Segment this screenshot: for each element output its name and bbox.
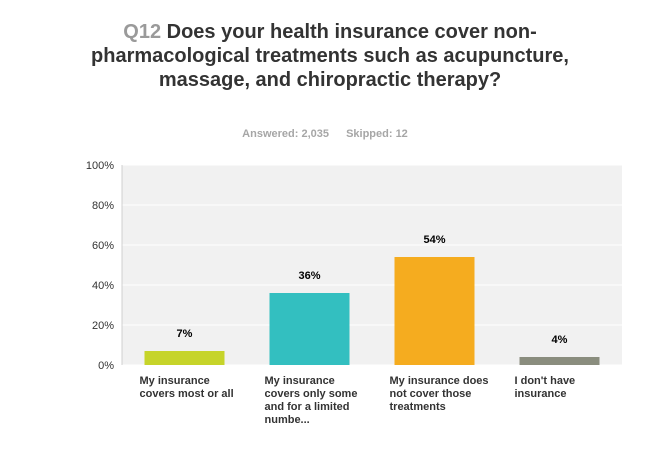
plot-area: [122, 165, 622, 365]
bar: [269, 293, 350, 365]
y-tick-label: 0%: [98, 360, 114, 372]
response-summary: Answered: 2,035 Skipped: 12: [0, 128, 650, 140]
bar: [519, 357, 600, 365]
y-tick-label: 40%: [92, 280, 114, 292]
bar: [144, 351, 225, 365]
answered-count: Answered: 2,035: [242, 128, 329, 140]
data-label: 7%: [177, 328, 193, 340]
data-label: 4%: [552, 334, 568, 346]
bar: [394, 257, 475, 365]
category-label: My insurance covers most or all: [139, 375, 234, 400]
y-tick-label: 20%: [92, 320, 114, 332]
y-tick-label: 100%: [86, 160, 114, 172]
question-number: Q12: [123, 21, 162, 43]
y-tick-label: 80%: [92, 200, 114, 212]
category-label: I don't have insurance: [514, 375, 576, 400]
y-tick-label: 60%: [92, 240, 114, 252]
chart-title: Q12 Does your health insurance cover non…: [80, 20, 580, 92]
category-label: My insurance does not cover those treatm…: [389, 375, 489, 413]
question-text: Does your health insurance cover non-pha…: [91, 21, 569, 91]
data-label: 54%: [423, 234, 445, 246]
data-label: 36%: [298, 270, 320, 282]
skipped-count: Skipped: 12: [346, 128, 408, 140]
category-label: My insurance covers only some and for a …: [264, 375, 358, 426]
